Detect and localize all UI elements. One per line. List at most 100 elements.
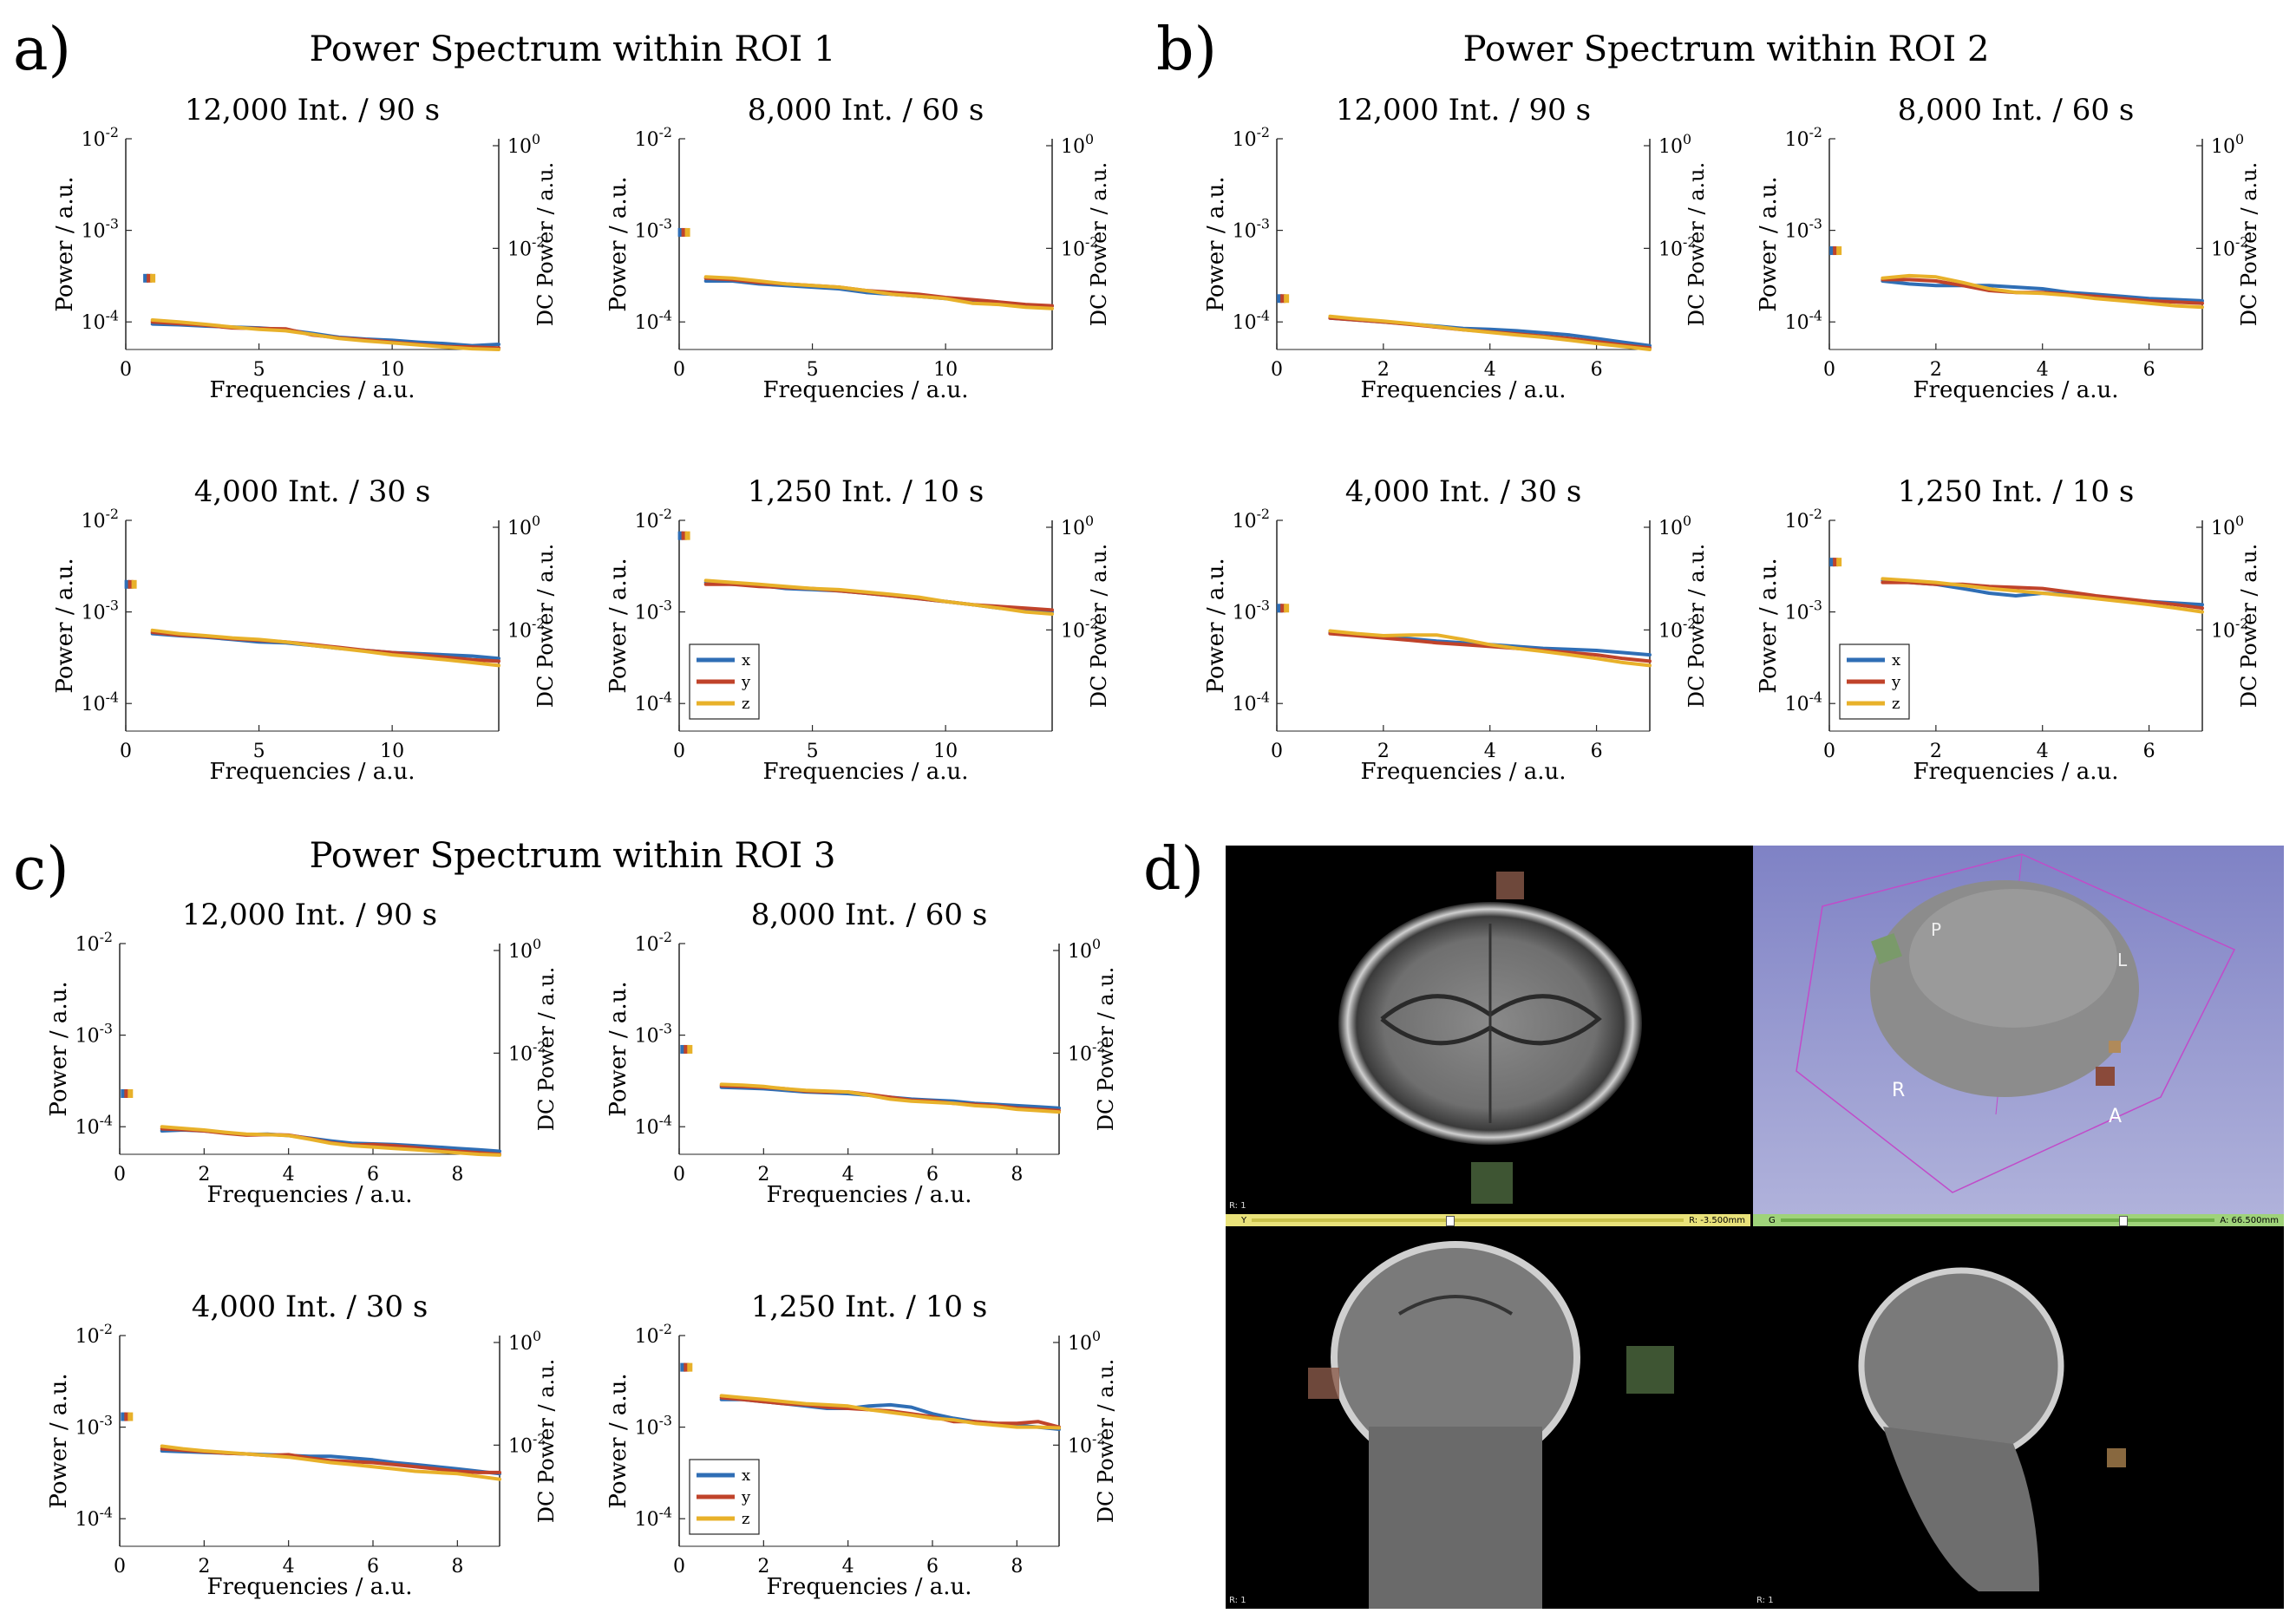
coronal-image [1308,1241,1674,1609]
slider-g-knob[interactable] [2119,1216,2129,1226]
ytick-label-left: 10-4 [1785,307,1822,334]
dc-marker-y [128,579,134,589]
slider-y[interactable]: Y R: -3.500mm [1226,1214,1750,1226]
xtick-label: 4 [2037,359,2049,381]
y-axis-label-left: Power / a.u. [1203,176,1229,311]
ytick-label-left: 10-3 [1233,216,1270,243]
slider-g-track[interactable] [1780,1216,2215,1226]
legend-label-z: z [742,695,749,713]
dc-marker-x [1829,558,1835,567]
xtick-label: 0 [1823,359,1835,381]
legend-label-y: y [741,673,751,691]
ytick-label-right: 100 [2211,131,2244,158]
y-axis-label-right: DC Power / a.u. [2237,544,2261,708]
ytick-label-left: 10-4 [635,307,672,334]
slider-y-track[interactable] [1252,1216,1684,1226]
ytick-label-left: 10-4 [1785,689,1822,715]
ytick-label-left: 10-2 [75,1321,113,1348]
xtick-label: 6 [926,1556,939,1578]
subplot-title: 12,000 Int. / 90 s [185,93,440,127]
slider-g[interactable]: G A: 66.500mm [1753,1214,2284,1226]
xtick-label: 6 [1591,741,1603,762]
xtick-label: 5 [253,359,265,381]
ytick-label-left: 10-3 [1233,598,1270,624]
dc-marker-x [1829,246,1835,256]
series-line-x [1881,279,2204,303]
series-line-y [1881,580,2204,611]
y-axis-label-right: DC Power / a.u. [1684,162,1709,326]
xtick-label: 8 [451,1556,463,1578]
dc-marker-y [124,1089,130,1099]
xtick-label: 2 [1377,359,1390,381]
panel-letter-a: a) [13,16,71,84]
xtick-label: 4 [842,1164,854,1186]
ytick-label-left: 10-4 [82,307,119,334]
xtick-label: 0 [120,359,132,381]
ytick-label-right: 100 [508,1328,541,1355]
x-axis-label: Frequencies / a.u. [206,1574,412,1600]
ytick-label-right: 10-2 [1061,233,1098,260]
subplot-title: 8,000 Int. / 60 s [748,93,984,127]
3d-view[interactable]: P L R A [1753,846,2284,1214]
series-line-z [160,1125,501,1157]
ytick-label-right: 100 [507,513,540,539]
subplot-title: 1,250 Int. / 10 s [1898,474,2135,509]
coronal-view[interactable]: R: 1 [1226,1227,1750,1609]
dc-marker-z [128,1412,134,1421]
ytick-label-left: 10-3 [82,216,119,243]
subplot-a-3: 4,000 Int. / 30 s 10-2 10-3 10-4 100 10-2 0 5 10… [52,474,558,785]
ytick-label-left: 10-3 [635,1413,672,1440]
ytick-label-right: 100 [1061,131,1094,158]
series-line-z [1881,273,2204,310]
xtick-label: 5 [807,359,819,381]
ytick-label-left: 10-2 [1785,124,1822,151]
y-axis-label-left: Power / a.u. [46,981,72,1116]
axial-view[interactable]: R: 1 [1226,846,1750,1214]
xtick-label: 6 [367,1556,379,1578]
ytick-label-right: 10-2 [1068,1430,1105,1457]
series-line-z [1881,577,2204,614]
xtick-label: 6 [1591,359,1603,381]
y-axis-label-left: Power / a.u. [1756,176,1782,311]
dc-marker-y [124,1412,130,1421]
ytick-label-right: 100 [2211,513,2244,539]
series-line-z [1328,314,1652,351]
ytick-label-left: 10-4 [635,689,672,715]
ytick-label-left: 10-4 [635,1112,672,1139]
x-axis-label: Frequencies / a.u. [209,759,415,785]
subplot-title: 1,250 Int. / 10 s [748,474,984,509]
panel-title-a: Power Spectrum within ROI 1 [310,29,836,69]
orient-l: L [2117,950,2128,970]
dc-marker-y [681,531,687,540]
x-axis-label: Frequencies / a.u. [1913,377,2118,403]
x-axis-label: Frequencies / a.u. [1913,759,2118,785]
ytick-label-left: 10-3 [1785,216,1822,243]
panel-letter-b: b) [1156,16,1217,84]
ytick-label-left: 10-3 [82,598,119,624]
y-axis-label-right: DC Power / a.u. [533,162,558,326]
legend-label-z: z [1892,695,1900,713]
roi-cube-red [2096,1067,2115,1086]
sagittal-view[interactable]: R: 1 [1753,1227,2284,1609]
subplot-c-2: 8,000 Int. / 60 s 10-2 10-3 10-4 100 10-2 0 2 4 6… [605,898,1118,1208]
slider-g-label: G [1769,1215,1776,1225]
dc-marker-x [1277,294,1283,304]
subplot-title: 4,000 Int. / 30 s [194,474,431,509]
y-axis-label-right: DC Power / a.u. [1087,544,1111,708]
slider-y-knob[interactable] [1446,1216,1455,1226]
dc-marker-z [131,579,137,589]
x-axis-label: Frequencies / a.u. [1360,759,1566,785]
series-line-z [719,1082,1061,1114]
panel-title-c: Power Spectrum within ROI 3 [310,836,836,876]
subplot-a-2: 8,000 Int. / 60 s 10-2 10-3 10-4 100 10-2 0 5 10… [605,93,1111,403]
series-line-z [719,1394,1061,1430]
panel-letter-c: c) [13,835,69,904]
ytick-label-right: 10-2 [1658,615,1696,642]
series-line-z [1328,629,1652,668]
dc-marker-x [143,273,149,283]
xtick-label: 2 [1930,359,1942,381]
y-axis-label-left: Power / a.u. [46,1373,72,1508]
xtick-label: 2 [198,1164,210,1186]
y-axis-label-right: DC Power / a.u. [1684,544,1709,708]
dc-marker-z [1836,246,1842,256]
